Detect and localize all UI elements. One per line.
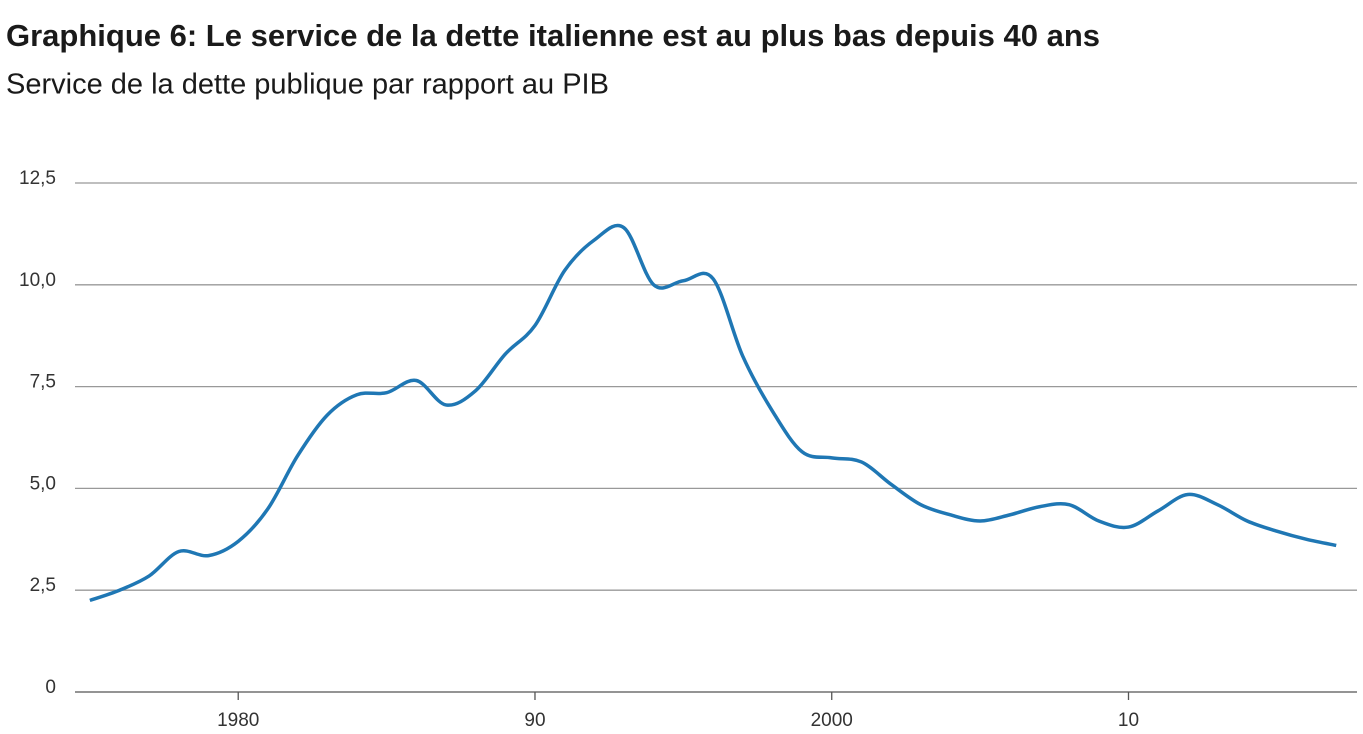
y-tick-label: 12,5 — [19, 168, 56, 189]
y-tick-label: 0 — [45, 677, 56, 698]
chart-title: Graphique 6: Le service de la dette ital… — [6, 18, 1100, 53]
x-tick-label: 1980 — [217, 710, 259, 731]
data-line — [89, 223, 1337, 603]
chart-subtitle: Service de la dette publique par rapport… — [6, 69, 609, 101]
x-tick-label: 90 — [524, 710, 545, 731]
y-tick-label: 2,5 — [30, 575, 56, 596]
y-tick-label: 7,5 — [30, 372, 56, 393]
x-tick-label: 10 — [1118, 710, 1139, 731]
x-tick-label: 2000 — [811, 710, 853, 731]
y-tick-label: 10,0 — [19, 270, 56, 291]
y-tick-label: 5,0 — [30, 473, 56, 494]
